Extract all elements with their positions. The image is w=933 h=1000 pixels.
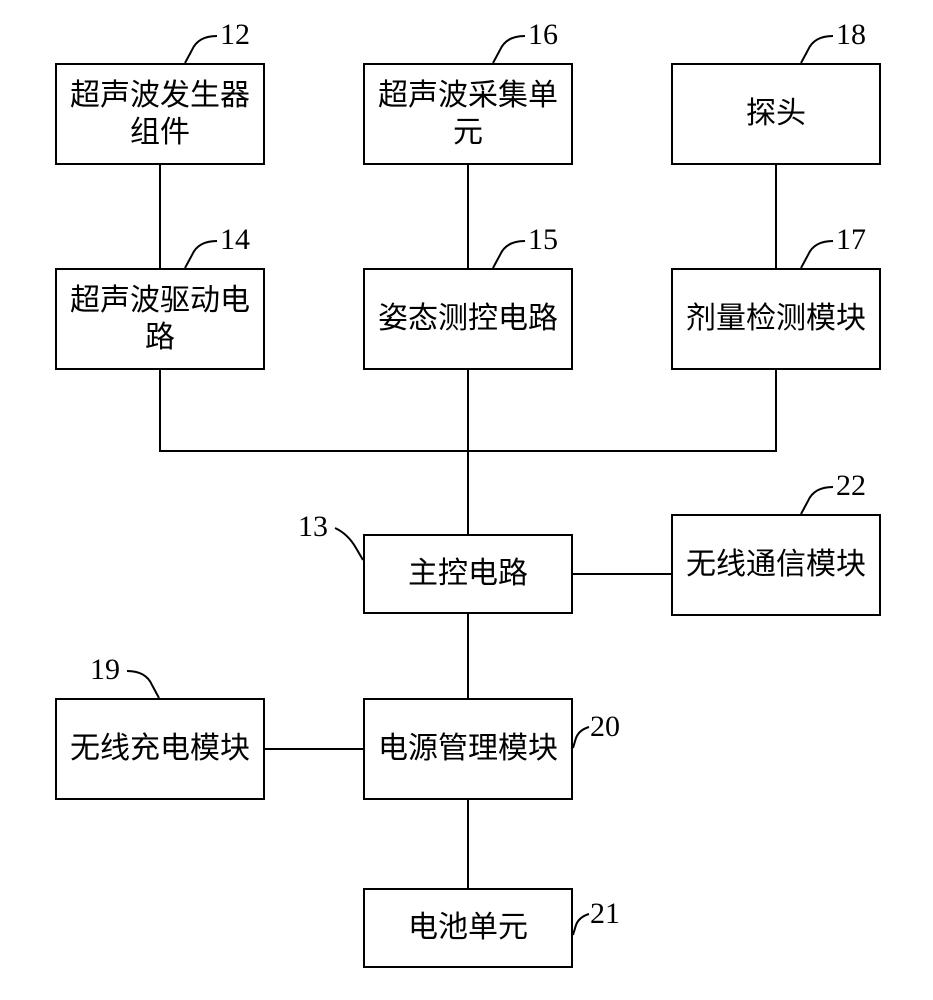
ref-label-21: 21 — [590, 897, 620, 931]
node-label: 无线充电模块 — [60, 726, 260, 772]
node-label: 无线通信模块 — [676, 542, 876, 588]
ref-label-19: 19 — [90, 653, 120, 687]
ref-label-16: 16 — [528, 18, 558, 52]
edge-18-17 — [775, 165, 777, 268]
edge-17-13-v — [775, 370, 777, 452]
edge-20-21 — [467, 800, 469, 888]
ref-label-17: 17 — [836, 223, 866, 257]
node-label: 探头 — [736, 91, 816, 137]
ref-label-22: 22 — [836, 469, 866, 503]
node-label: 超声波发生器组件 — [57, 73, 263, 156]
edge-14-13-v — [159, 370, 161, 452]
edge-12-14 — [159, 165, 161, 268]
ref-label-14: 14 — [220, 223, 250, 257]
ref-label-18: 18 — [836, 18, 866, 52]
node-power-management: 电源管理模块 — [363, 698, 573, 800]
node-battery: 电池单元 — [363, 888, 573, 968]
node-dose-detection: 剂量检测模块 — [671, 268, 881, 370]
edge-13-22 — [573, 573, 671, 575]
ref-label-15: 15 — [528, 223, 558, 257]
node-label: 超声波驱动电路 — [57, 278, 263, 361]
edge-14-13-h — [159, 450, 469, 452]
node-main-control: 主控电路 — [363, 534, 573, 614]
node-ultrasonic-generator: 超声波发生器组件 — [55, 63, 265, 165]
node-wireless-charging: 无线充电模块 — [55, 698, 265, 800]
node-label: 电池单元 — [398, 905, 538, 951]
node-label: 超声波采集单元 — [365, 73, 571, 156]
edge-17-13-h — [467, 450, 777, 452]
node-wireless-comm: 无线通信模块 — [671, 514, 881, 616]
node-label: 剂量检测模块 — [676, 296, 876, 342]
edge-19-20 — [265, 748, 363, 750]
ref-label-20: 20 — [590, 710, 620, 744]
node-attitude-control: 姿态测控电路 — [363, 268, 573, 370]
node-label: 姿态测控电路 — [368, 296, 568, 342]
node-label: 电源管理模块 — [368, 726, 568, 772]
node-ultrasonic-driver: 超声波驱动电路 — [55, 268, 265, 370]
node-label: 主控电路 — [398, 551, 538, 597]
node-ultrasonic-acquisition: 超声波采集单元 — [363, 63, 573, 165]
ref-label-13: 13 — [298, 510, 328, 544]
edge-16-15 — [467, 165, 469, 268]
node-probe: 探头 — [671, 63, 881, 165]
edge-15-13 — [467, 370, 469, 534]
ref-label-12: 12 — [220, 18, 250, 52]
edge-13-20 — [467, 614, 469, 698]
